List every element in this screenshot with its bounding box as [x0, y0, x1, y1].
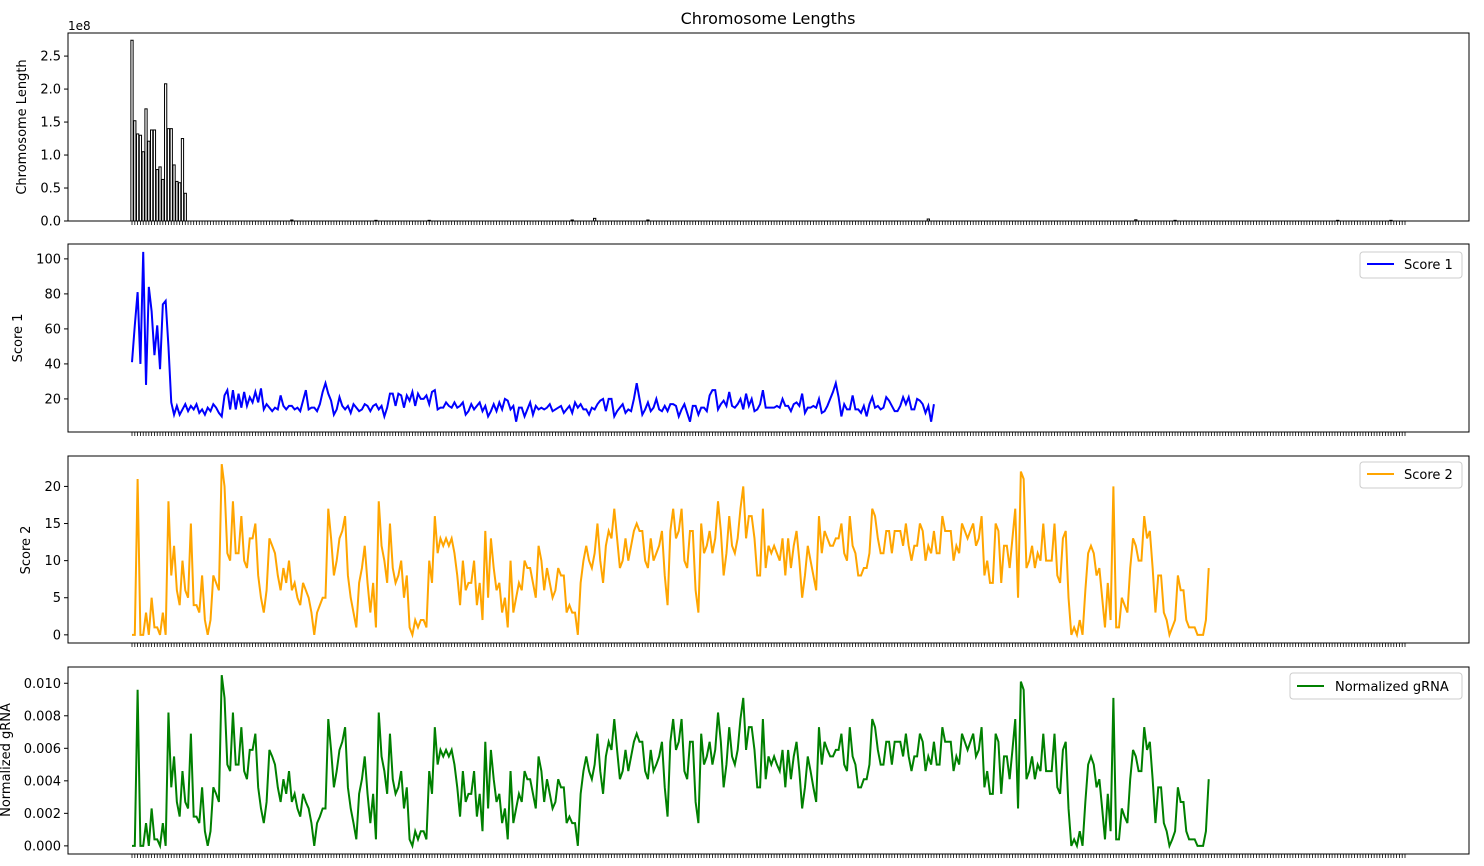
- y-tick-label: 0.004: [24, 774, 61, 789]
- y-tick-label: 5: [53, 591, 61, 606]
- y-ticks: 0 5 10 15 20: [44, 480, 68, 643]
- y-tick-label: 60: [44, 322, 61, 337]
- axes-frame: [67, 243, 1470, 433]
- y-tick-label: 1.0: [40, 149, 61, 164]
- series-line-normalized-grna: [132, 675, 1210, 850]
- y-tick-label: 20: [44, 480, 61, 495]
- bar: [147, 140, 151, 222]
- y-multiplier-label: 1e8: [68, 19, 91, 33]
- axes-frame: [67, 666, 1470, 855]
- bar: [133, 120, 137, 222]
- bar: [152, 129, 157, 222]
- bar: [141, 151, 145, 222]
- x-ticks: [131, 854, 1406, 858]
- y-tick-label: 0: [53, 628, 61, 643]
- y-tick-label: 0.002: [24, 807, 61, 822]
- bar: [175, 180, 179, 222]
- y-tick-label: 20: [44, 392, 61, 407]
- bar: [164, 83, 168, 222]
- bar: [178, 182, 182, 222]
- panel-chromosome-length: 1e8 Chromosome Length 0.0 0.5 1.0 1.5 2.0 2.5: [15, 19, 1470, 230]
- bar: [150, 129, 154, 222]
- y-tick-label: 0.0: [40, 215, 61, 230]
- y-tick-label: 40: [44, 357, 61, 372]
- bar: [144, 108, 148, 222]
- y-axis-label: Score 2: [19, 526, 34, 575]
- bar: [130, 39, 134, 222]
- bar: [183, 192, 187, 222]
- y-ticks: 0.000 0.002 0.004 0.006 0.008 0.010: [24, 677, 68, 854]
- y-tick-label: 100: [36, 252, 61, 267]
- legend-label: Normalized gRNA: [1335, 680, 1449, 695]
- x-ticks: [131, 221, 1406, 225]
- legend-label: Score 1: [1404, 258, 1453, 273]
- bar: [169, 128, 173, 222]
- legend: Score 1: [1359, 251, 1463, 279]
- legend-box: [1289, 672, 1463, 700]
- y-tick-label: 2.0: [40, 83, 61, 98]
- bars: [130, 39, 1393, 222]
- bar: [138, 134, 143, 222]
- y-tick-label: 1.5: [40, 116, 61, 131]
- bar: [155, 169, 159, 222]
- legend: Normalized gRNA: [1289, 672, 1463, 700]
- y-tick-label: 0.010: [24, 677, 61, 692]
- bar: [166, 128, 171, 222]
- bar: [158, 166, 162, 222]
- panel-normalized-grna: Normalized gRNA 0.0000.0020.0040.0060.00…: [0, 666, 1470, 858]
- x-ticks: [131, 432, 1406, 436]
- y-tick-label: 0.008: [24, 709, 61, 724]
- y-tick-label: 15: [44, 517, 61, 532]
- axes-frame: [67, 32, 1470, 222]
- series-line-score-2: [132, 464, 1210, 639]
- chart-title: Chromosome Lengths: [681, 9, 856, 28]
- x-ticks: [131, 643, 1406, 647]
- y-ticks: 0.0 0.5 1.0 1.5 2.0 2.5: [40, 50, 68, 230]
- legend-box: [1359, 251, 1463, 279]
- y-tick-label: 80: [44, 287, 61, 302]
- y-axis-label: Score 1: [11, 314, 26, 363]
- y-tick-label: 2.5: [40, 50, 61, 65]
- panel-score-2: Score 2 0 5 10 15 20 Score 2: [19, 455, 1470, 647]
- bar: [161, 178, 165, 222]
- y-axis-label: Chromosome Length: [15, 59, 30, 194]
- axes-frame: [67, 455, 1470, 644]
- y-ticks: 20 40 60 80 100: [36, 252, 68, 407]
- bar: [172, 164, 176, 222]
- legend-label: Score 2: [1404, 468, 1453, 483]
- y-axis-label: Normalized gRNA: [0, 703, 14, 817]
- series-line-score-1: [131, 251, 935, 422]
- y-tick-label: 0.000: [24, 839, 61, 854]
- y-tick-label: 0.5: [40, 182, 61, 197]
- y-tick-label: 10: [44, 554, 61, 569]
- legend-box: [1359, 461, 1463, 489]
- bar: [135, 133, 140, 222]
- bar: [180, 138, 185, 222]
- panel-score-1: Score 1 20 40 60 80 100 Score 1: [11, 243, 1470, 436]
- y-tick-label: 0.006: [24, 742, 61, 757]
- legend: Score 2: [1359, 461, 1463, 489]
